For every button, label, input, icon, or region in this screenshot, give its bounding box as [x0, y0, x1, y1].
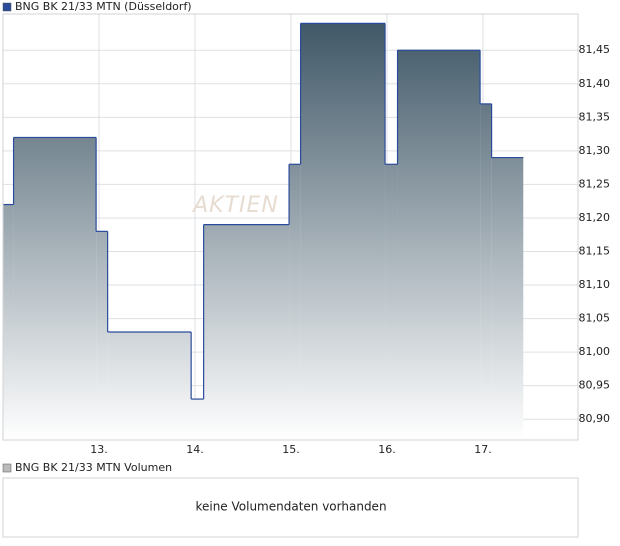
watermark: AKTIEN [191, 193, 279, 218]
area-step [191, 399, 204, 440]
x-tick-label: 17. [474, 443, 492, 456]
y-tick-label: 81,40 [579, 77, 611, 90]
area-step [96, 231, 108, 440]
y-tick-label: 81,05 [579, 312, 611, 325]
y-tick-label: 81,45 [579, 43, 611, 56]
y-tick-label: 81,15 [579, 244, 611, 257]
legend-label: BNG BK 21/33 MTN Volumen [15, 461, 172, 474]
legend-swatch [2, 463, 12, 473]
legend-label: BNG BK 21/33 MTN (Düsseldorf) [15, 0, 192, 13]
y-tick-label: 81,35 [579, 110, 611, 123]
y-tick-label: 81,00 [579, 345, 611, 358]
volume-message: keine Volumendaten vorhanden [195, 500, 386, 514]
y-tick-label: 80,90 [579, 412, 611, 425]
area-step [491, 157, 524, 440]
area-step [480, 103, 492, 441]
y-tick-label: 81,20 [579, 211, 611, 224]
y-tick-label: 81,25 [579, 177, 611, 190]
x-tick-label: 13. [90, 443, 108, 456]
area-step [13, 137, 97, 440]
x-tick-label: 16. [378, 443, 396, 456]
x-tick-label: 14. [186, 443, 204, 456]
volume-frame [2, 477, 579, 538]
y-tick-label: 81,30 [579, 144, 611, 157]
area-step [300, 23, 386, 441]
plot-frame [2, 13, 579, 441]
area-step [3, 204, 14, 440]
area-step [385, 164, 398, 440]
y-tick-label: 81,10 [579, 278, 611, 291]
area-step [203, 224, 290, 440]
y-tick-label: 80,95 [579, 379, 611, 392]
area-step [289, 164, 301, 440]
legend-swatch [2, 2, 12, 12]
area-step [107, 331, 192, 440]
x-tick-label: 15. [282, 443, 300, 456]
area-step [397, 50, 481, 440]
